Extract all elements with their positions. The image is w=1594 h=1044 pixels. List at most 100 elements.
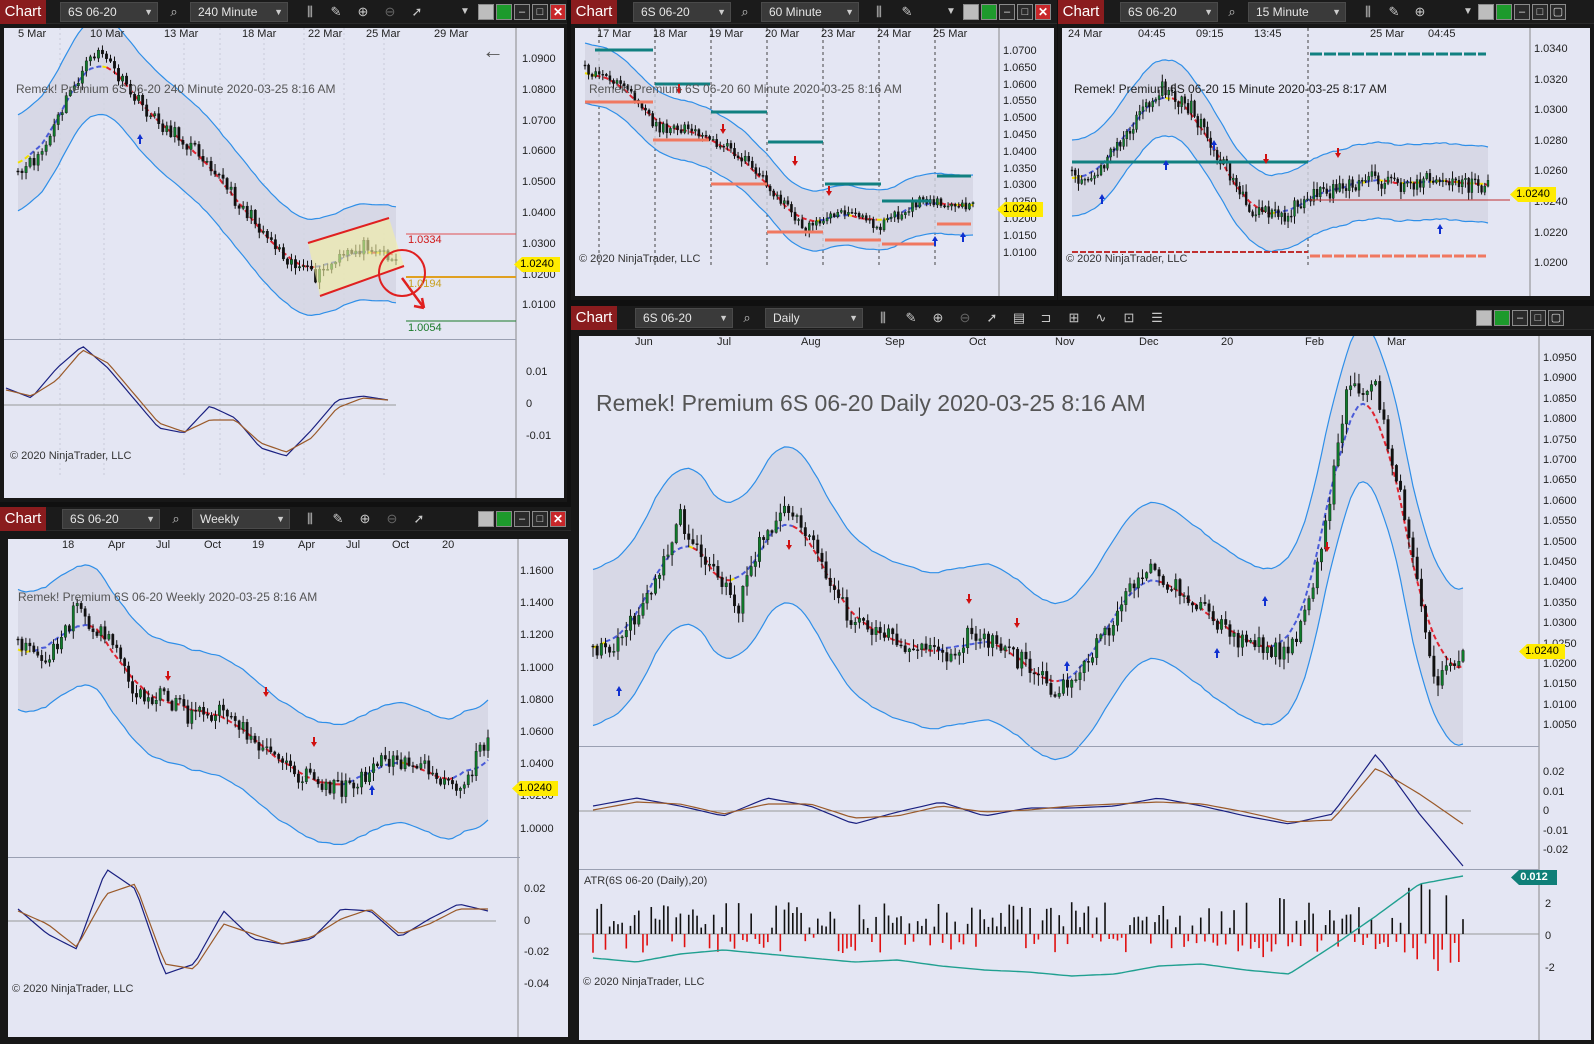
bar-type-icon[interactable]: ⫼ (876, 4, 882, 19)
timeframe-select[interactable]: Weekly ▼ (192, 509, 290, 529)
axis-tick-label: 1.0150 (1003, 229, 1037, 242)
bar-type-icon[interactable]: ⫼ (307, 511, 313, 526)
candle-body (774, 520, 778, 533)
candle-body (1141, 577, 1144, 580)
signal-arrow-down (311, 737, 317, 747)
timeframe-select[interactable]: Daily ▼ (765, 308, 863, 328)
bar-type-icon[interactable]: ⫼ (1365, 4, 1371, 19)
chevron-down-icon[interactable]: ▼ (460, 6, 470, 17)
candle-body (837, 589, 841, 599)
candle-body (1099, 165, 1103, 176)
chart-panel[interactable]: Remek! Premium 6S 06-20 Weekly 2020-03-2… (8, 539, 568, 1037)
maximize-button[interactable]: □ (532, 511, 548, 527)
chevron-down-icon[interactable]: ▼ (946, 6, 956, 17)
candle-body (1138, 111, 1141, 116)
minimize-button[interactable]: – (999, 4, 1015, 20)
chart-label: Remek! Premium 6S 06-20 Weekly 2020-03-2… (18, 590, 318, 604)
window-button-gray[interactable] (478, 511, 494, 527)
close-button[interactable]: ✕ (550, 4, 566, 20)
timeframe-select[interactable]: 60 Minute ▼ (761, 2, 859, 22)
chart-menu-button[interactable]: Chart (1058, 0, 1104, 24)
instrument-select[interactable]: 6S 06-20 ▼ (60, 2, 158, 22)
window-button-green[interactable] (496, 4, 512, 20)
search-icon[interactable]: ⌕ (172, 511, 180, 526)
instrument-select[interactable]: 6S 06-20 ▼ (1120, 2, 1218, 22)
search-icon[interactable]: ⌕ (741, 4, 749, 19)
signal-arrow-up (1064, 661, 1070, 671)
zoom-out-icon[interactable]: ⊖ (384, 4, 396, 19)
window-button-green[interactable] (1494, 310, 1510, 326)
drawing-tool-icon[interactable]: ✎ (332, 511, 344, 526)
candle-body (745, 575, 749, 587)
chart-panel[interactable]: Remek! Premium 6S 06-20 Daily 2020-03-25… (579, 336, 1591, 1040)
search-icon[interactable]: ⌕ (1228, 4, 1236, 19)
minimize-button[interactable]: – (1514, 4, 1530, 20)
window-button-gray[interactable] (478, 4, 494, 20)
bar-type-icon[interactable]: ⫼ (880, 310, 886, 325)
candle-body (376, 763, 379, 767)
maximize-button[interactable]: □ (532, 4, 548, 20)
pointer-icon[interactable]: ➚ (413, 511, 425, 526)
maximize-button[interactable]: □ (1532, 4, 1548, 20)
instrument-select[interactable]: 6S 06-20 ▼ (633, 2, 731, 22)
close-button[interactable]: ✕ (550, 511, 566, 527)
candle-body (221, 704, 225, 711)
chart-menu-button[interactable]: Chart (0, 507, 46, 531)
drawing-tool-icon[interactable]: ✎ (901, 4, 913, 19)
window-button-green[interactable] (981, 4, 997, 20)
restore-button[interactable]: ▢ (1548, 310, 1564, 326)
zoom-in-icon[interactable]: ⊕ (932, 310, 944, 325)
minimize-button[interactable]: – (514, 4, 530, 20)
window-button-gray[interactable] (1478, 4, 1494, 20)
candle-body (1390, 176, 1393, 179)
axis-tick-label: Mar (1387, 336, 1406, 348)
properties-icon[interactable]: ▤ (1012, 310, 1026, 325)
window-button-gray[interactable] (963, 4, 979, 20)
candle-body (797, 219, 800, 221)
back-arrow-icon[interactable]: ← (482, 38, 504, 63)
candle-body (150, 697, 154, 705)
drawing-tool-icon[interactable]: ✎ (905, 310, 917, 325)
window-button-gray[interactable] (1476, 310, 1492, 326)
strategies-icon[interactable]: ⊞ (1068, 310, 1080, 325)
search-icon[interactable]: ⌕ (743, 310, 751, 325)
window-button-green[interactable] (1496, 4, 1512, 20)
zoom-in-icon[interactable]: ⊕ (357, 4, 369, 19)
pointer-icon[interactable]: ➚ (411, 4, 423, 19)
templates-icon[interactable]: ⊐ (1040, 310, 1052, 325)
maximize-button[interactable]: □ (1530, 310, 1546, 326)
drawing-tool-icon[interactable]: ✎ (330, 4, 342, 19)
restore-button[interactable]: ▢ (1550, 4, 1566, 20)
chart-menu-button[interactable]: Chart (571, 0, 617, 24)
bar-type-icon[interactable]: ⫼ (307, 4, 313, 19)
chart-menu-button[interactable]: Chart (0, 0, 46, 24)
zoom-in-icon[interactable]: ⊕ (359, 511, 371, 526)
candle-body (879, 226, 882, 231)
axis-tick-label: Oct (204, 539, 222, 551)
minimize-button[interactable]: – (514, 511, 530, 527)
minimize-button[interactable]: – (1512, 310, 1528, 326)
bollinger-fill (18, 28, 396, 316)
chart-panel[interactable]: Remek! Premium 6S 06-20 60 Minute 2020-0… (575, 28, 1054, 296)
chart-menu-button[interactable]: Chart (571, 306, 617, 330)
chart-trader-icon[interactable]: ⊡ (1123, 310, 1135, 325)
zoom-out-icon[interactable]: ⊖ (386, 511, 398, 526)
window-button-green[interactable] (496, 511, 512, 527)
chevron-down-icon[interactable]: ▼ (1463, 6, 1473, 17)
chart-panel[interactable]: Remek! Premium 6S 06-20 240 Minute 2020-… (4, 28, 564, 498)
drawing-tool-icon[interactable]: ✎ (1388, 4, 1400, 19)
search-icon[interactable]: ⌕ (170, 4, 178, 19)
indicators-icon[interactable]: ∿ (1095, 310, 1107, 325)
instrument-select[interactable]: 6S 06-20 ▼ (635, 308, 733, 328)
timeframe-select[interactable]: 15 Minute ▼ (1248, 2, 1346, 22)
zoom-in-icon[interactable]: ⊕ (1414, 4, 1426, 19)
timeframe-select[interactable]: 240 Minute ▼ (190, 2, 288, 22)
instrument-select[interactable]: 6S 06-20 ▼ (62, 509, 160, 529)
zoom-out-icon[interactable]: ⊖ (959, 310, 971, 325)
maximize-button[interactable]: □ (1017, 4, 1033, 20)
candle-body (36, 154, 40, 166)
pointer-icon[interactable]: ➚ (986, 310, 998, 325)
chart-panel[interactable]: Remek! Premium 6S 06-20 15 Minute 2020-0… (1062, 28, 1590, 296)
close-button[interactable]: ✕ (1035, 4, 1051, 20)
data-box-icon[interactable]: ☰ (1151, 310, 1163, 325)
